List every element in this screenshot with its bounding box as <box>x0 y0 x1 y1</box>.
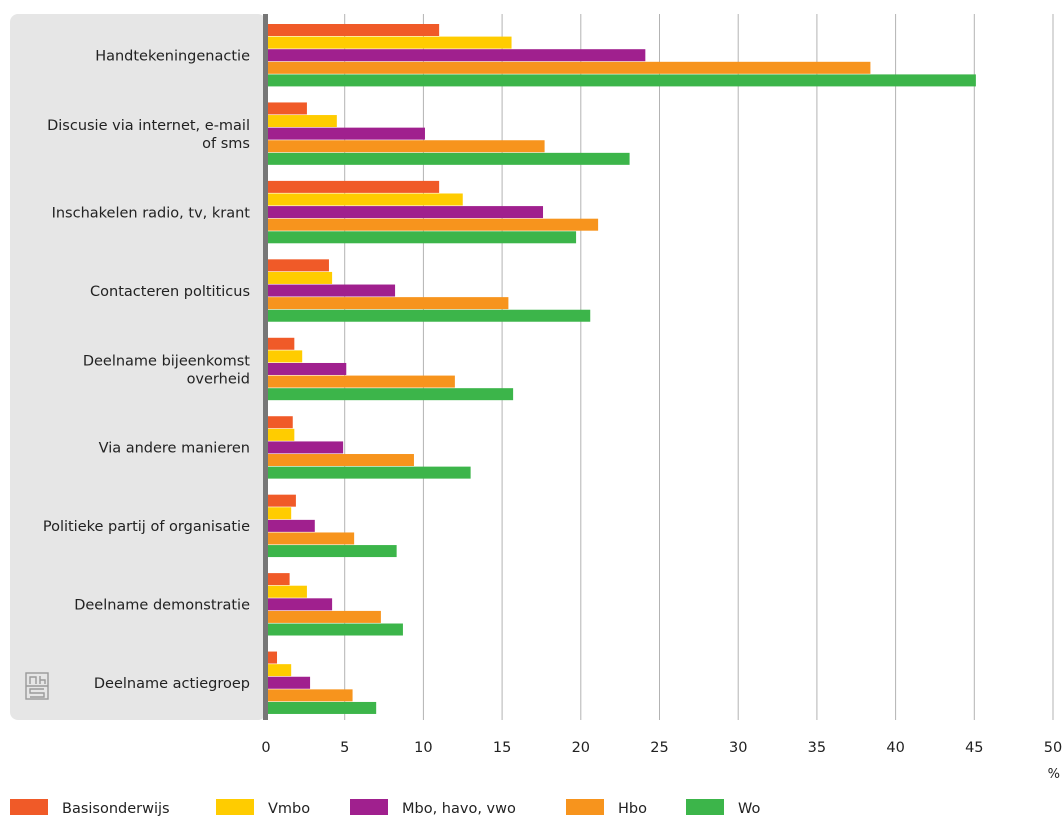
x-tick-label: 20 <box>572 740 590 756</box>
bar <box>266 152 630 165</box>
bar <box>266 350 303 363</box>
bar <box>266 689 353 702</box>
bar <box>266 664 292 677</box>
legend-label: Basisonderwijs <box>62 801 170 816</box>
category-label: of sms <box>202 136 250 152</box>
bar <box>266 231 577 244</box>
x-tick-label: 40 <box>886 740 904 756</box>
bar <box>266 623 403 636</box>
bar <box>266 651 278 664</box>
x-unit-label: % <box>1048 767 1060 782</box>
category-label: Via andere manieren <box>99 441 250 457</box>
x-tick-label: 10 <box>414 740 432 756</box>
x-tick-label: 25 <box>650 740 668 756</box>
category-label: Contacteren poltiticus <box>90 284 250 300</box>
cbs-logo-icon <box>25 672 49 700</box>
x-tick-label: 30 <box>729 740 747 756</box>
legend-swatch <box>216 799 254 815</box>
x-tick-label: 5 <box>340 740 349 756</box>
category-labels: Handtekeningenactie Discusie via internet… <box>43 49 250 693</box>
legend-swatch <box>350 799 388 815</box>
bar <box>266 74 976 87</box>
bar <box>266 610 381 623</box>
bar <box>266 180 440 193</box>
bar <box>266 375 455 388</box>
bar <box>266 36 512 49</box>
bar <box>266 61 871 74</box>
bar <box>266 140 545 153</box>
bar <box>266 573 290 586</box>
category-label: Discusie via internet, e-mail <box>47 118 250 134</box>
bar <box>266 428 295 441</box>
x-tick-label: 35 <box>808 740 826 756</box>
legend: Basisonderwijs Vmbo Mbo, havo, vwo Hbo Wo <box>10 799 760 816</box>
category-panel <box>10 14 266 720</box>
bar <box>266 337 295 350</box>
bar <box>266 127 425 140</box>
x-tick-labels: 0 5 10 15 20 25 30 35 40 45 50 <box>261 740 1062 756</box>
legend-swatch <box>686 799 724 815</box>
bar <box>266 519 315 532</box>
bar <box>266 259 329 272</box>
bar <box>266 598 333 611</box>
bar <box>266 271 333 284</box>
bar <box>266 388 514 401</box>
legend-label: Hbo <box>618 801 647 816</box>
bar <box>266 24 440 36</box>
category-label: Inschakelen radio, tv, krant <box>52 205 251 221</box>
bar <box>266 585 307 598</box>
bar <box>266 441 344 454</box>
bar <box>266 676 311 689</box>
category-label: Handtekeningenactie <box>95 49 250 65</box>
category-label: overheid <box>187 371 250 387</box>
bar <box>266 545 397 558</box>
legend-label: Wo <box>738 801 760 816</box>
bar <box>266 362 347 375</box>
bar <box>266 507 292 520</box>
legend-label: Mbo, havo, vwo <box>402 801 516 816</box>
gridlines <box>344 14 1054 720</box>
legend-label: Vmbo <box>268 801 310 816</box>
category-label: Deelname actiegroep <box>94 676 250 692</box>
bar <box>266 284 396 297</box>
x-tick-label: 0 <box>261 740 270 756</box>
bar <box>266 454 414 467</box>
bar <box>266 49 646 62</box>
bar <box>266 218 599 231</box>
legend-swatch <box>10 799 48 815</box>
bar <box>266 309 591 322</box>
bar <box>266 102 307 115</box>
bar <box>266 466 471 479</box>
category-label: Politieke partij of organisatie <box>43 519 250 535</box>
category-label: Deelname bijeenkomst <box>83 353 250 369</box>
x-tick-label: 50 <box>1044 740 1062 756</box>
bars-layer <box>266 24 976 714</box>
bar <box>266 416 293 429</box>
bar <box>266 701 377 714</box>
x-tick-label: 45 <box>965 740 983 756</box>
bar <box>266 532 355 545</box>
bar <box>266 494 296 507</box>
bar <box>266 297 509 310</box>
category-label: Deelname demonstratie <box>74 598 250 614</box>
bar <box>266 206 544 219</box>
legend-swatch <box>566 799 604 815</box>
bar <box>266 115 337 128</box>
bar <box>266 193 463 206</box>
x-tick-label: 15 <box>493 740 511 756</box>
